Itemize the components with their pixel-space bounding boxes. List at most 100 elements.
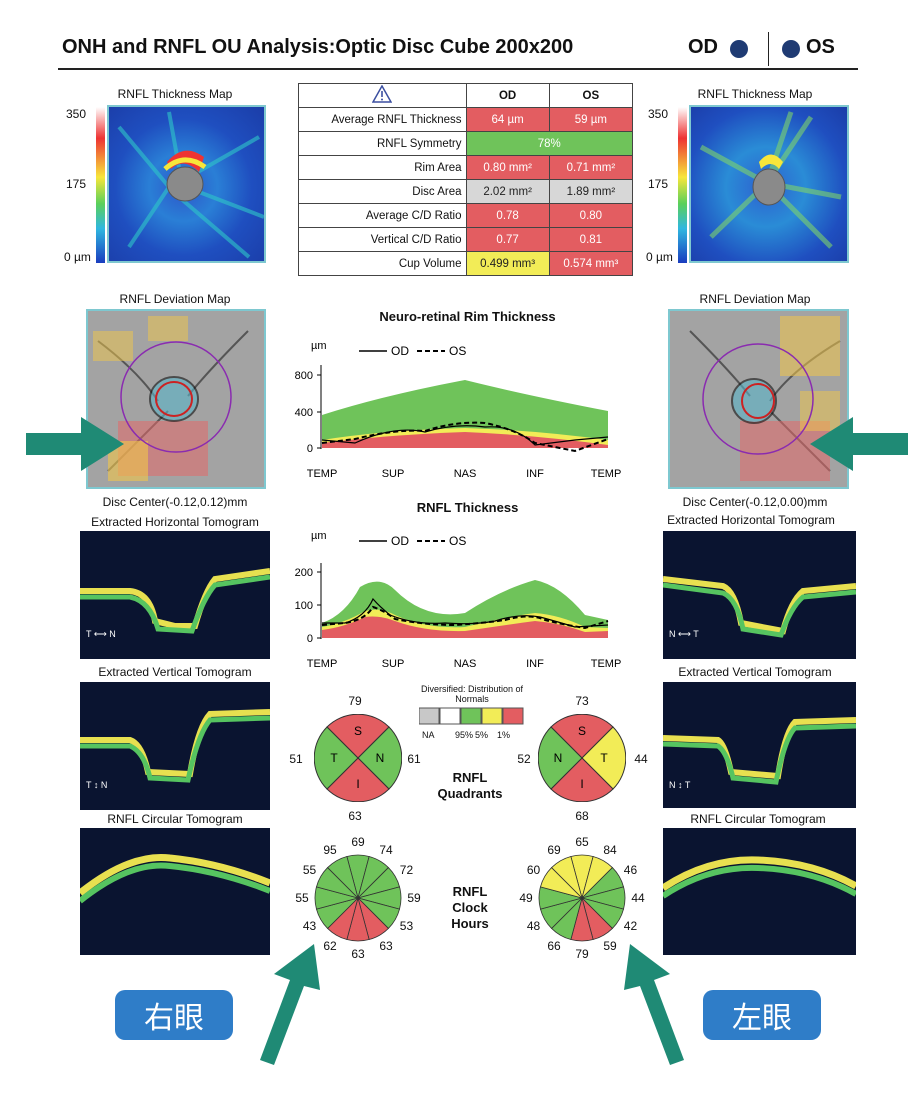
os-quadrant-T: [581, 726, 626, 790]
rnfl-xtick-temp2: TEMP: [591, 658, 622, 670]
rnfl-legend-od: OD: [391, 534, 409, 548]
rnfl-thickness-chart: µm OD OS 200 100 0 TEMP SUP NAS INF TEMP: [295, 530, 622, 670]
os-clock-hour-value: 84: [603, 842, 617, 857]
os-value: 0.71 mm²: [548, 155, 634, 180]
od-color-scale-bar: [96, 107, 105, 263]
od-value: 0.77: [465, 227, 550, 252]
od-clock-hour-value: 43: [302, 919, 317, 933]
rim-unit: µm: [311, 340, 327, 352]
os-quadrant-S: [550, 714, 614, 759]
os-deviation-map-title: RNFL Deviation Map: [699, 292, 811, 306]
rim-ytick-400: 400: [295, 407, 313, 419]
svg-text:N: N: [376, 751, 385, 765]
od-clock-hour-value: 72: [399, 863, 414, 877]
rim-xtick-inf: INF: [526, 468, 544, 480]
od-quad-I-value: 63: [348, 809, 362, 823]
row-label: Average RNFL Thickness: [298, 107, 467, 132]
table-row: Vertical C/D Ratio 0.77 0.81: [298, 227, 634, 252]
os-scale-bottom: 0 µm: [646, 250, 673, 264]
report-header: ONH and RNFL OU Analysis:Optic Disc Cube…: [58, 30, 858, 70]
os-horizontal-tomogram: N ⟷ T: [663, 531, 856, 659]
legend-95: 95%: [455, 730, 474, 740]
table-row: Average RNFL Thickness 64 µm 59 µm: [298, 107, 634, 132]
rnfl-xtick-sup: SUP: [382, 658, 405, 670]
svg-text:T: T: [600, 751, 608, 765]
od-value: 0.78: [465, 203, 550, 228]
od-quadrant-I: [326, 757, 390, 802]
os-clock-hour-value: 60: [526, 863, 541, 877]
table-row: RNFL Symmetry 78%: [298, 131, 633, 156]
od-vertical-tomogram-title: Extracted Vertical Tomogram: [98, 665, 252, 679]
rim-ytick-0: 0: [307, 443, 313, 455]
os-eye-icon: [782, 40, 800, 58]
od-rnfl-thickness-map: [107, 105, 266, 263]
row-label: Average C/D Ratio: [298, 203, 467, 228]
od-deviation-map-title: RNFL Deviation Map: [119, 292, 231, 306]
os-up-arrow-icon: [624, 944, 684, 1065]
row-label: Disc Area: [298, 179, 467, 204]
left-eye-label: 左眼: [703, 990, 821, 1040]
table-row: Average C/D Ratio 0.78 0.80: [298, 203, 634, 228]
rnfl-ytick-0: 0: [307, 633, 313, 645]
od-scale-bottom: 0 µm: [64, 250, 91, 264]
row-label: Cup Volume: [298, 251, 467, 276]
rnfl-xtick-inf: INF: [526, 658, 544, 670]
rim-xtick-temp1: TEMP: [307, 468, 338, 480]
os-clock-hour-value: 69: [547, 842, 561, 857]
row-label: Rim Area: [298, 155, 467, 180]
metrics-os-header: OS: [548, 83, 634, 108]
os-quad-S-value: 73: [575, 694, 589, 708]
os-rnfl-deviation-map: [668, 309, 849, 489]
os-horizontal-tomogram-title: Extracted Horizontal Tomogram: [667, 513, 835, 527]
report-title: ONH and RNFL OU Analysis:Optic Disc Cube…: [62, 36, 574, 58]
os-value: 59 µm: [548, 107, 634, 132]
os-thickness-map-title: RNFL Thickness Map: [697, 87, 813, 101]
right-eye-label: 右眼: [115, 990, 233, 1040]
os-value: 0.80: [548, 203, 634, 228]
legend-na: NA: [422, 730, 435, 740]
od-scale-top: 350: [66, 107, 87, 121]
os-quadrant-N: [538, 726, 583, 790]
od-quadrant-S: [326, 714, 390, 759]
os-circular-tomogram-title: RNFL Circular Tomogram: [690, 812, 826, 826]
od-clock-hour-value: 69: [351, 835, 365, 849]
od-rnfl-deviation-map: [86, 309, 266, 489]
od-clock-hour-value: 95: [323, 842, 337, 857]
od-quad-S-value: 79: [348, 694, 362, 708]
os-clock-hour-value: 79: [575, 947, 589, 961]
od-quadrant-T: [314, 726, 359, 790]
rim-legend-od: OD: [391, 344, 409, 358]
od-clock-sector: [327, 855, 359, 900]
os-clock-hour-value: 46: [623, 863, 638, 877]
rim-legend-os: OS: [449, 344, 466, 358]
od-quad-T-value: 51: [289, 752, 303, 766]
svg-text:I: I: [356, 777, 359, 791]
od-clock-hour-value: 62: [323, 939, 337, 954]
rim-xtick-temp2: TEMP: [591, 468, 622, 480]
od-horizontal-tomogram: T ⟷ N: [80, 531, 270, 659]
od-clock-hour-value: 63: [351, 947, 365, 961]
os-quad-N-value: 52: [517, 752, 531, 766]
os-vertical-tomogram-title: Extracted Vertical Tomogram: [678, 665, 832, 679]
od-value: 2.02 mm²: [465, 179, 550, 204]
od-quadrant-chart: S N I T: [314, 714, 402, 802]
od-h-orient-label: T ⟷ N: [86, 629, 116, 639]
od-clock-hour-value: 55: [302, 863, 317, 877]
os-clock-hour-value: 48: [526, 919, 541, 933]
rnfl-chart-title: RNFL Thickness: [416, 500, 519, 515]
od-clock-hour-value: 63: [379, 939, 393, 954]
legend-5: 5%: [475, 730, 489, 740]
od-clock-hours-chart: [314, 854, 402, 942]
os-scale-mid: 175: [648, 177, 669, 191]
os-label: OS: [806, 36, 835, 58]
rnfl-xtick-nas: NAS: [454, 658, 477, 670]
rim-thickness-chart: µm OD OS 800 400 0 TEMP SUP NAS INF TEMP: [295, 340, 622, 480]
rnfl-legend-os: OS: [449, 534, 466, 548]
symmetry-value: 78%: [465, 131, 633, 156]
od-value: 0.80 mm²: [465, 155, 550, 180]
metrics-table: OD OS Average RNFL Thickness 64 µm 59 µm R…: [298, 83, 634, 276]
od-disc-center: Disc Center(-0.12,0.12)mm: [102, 495, 248, 509]
warning-triangle-icon: [371, 84, 393, 103]
od-quad-N-value: 61: [407, 752, 421, 766]
os-quadrant-chart: S T I N: [538, 714, 626, 802]
